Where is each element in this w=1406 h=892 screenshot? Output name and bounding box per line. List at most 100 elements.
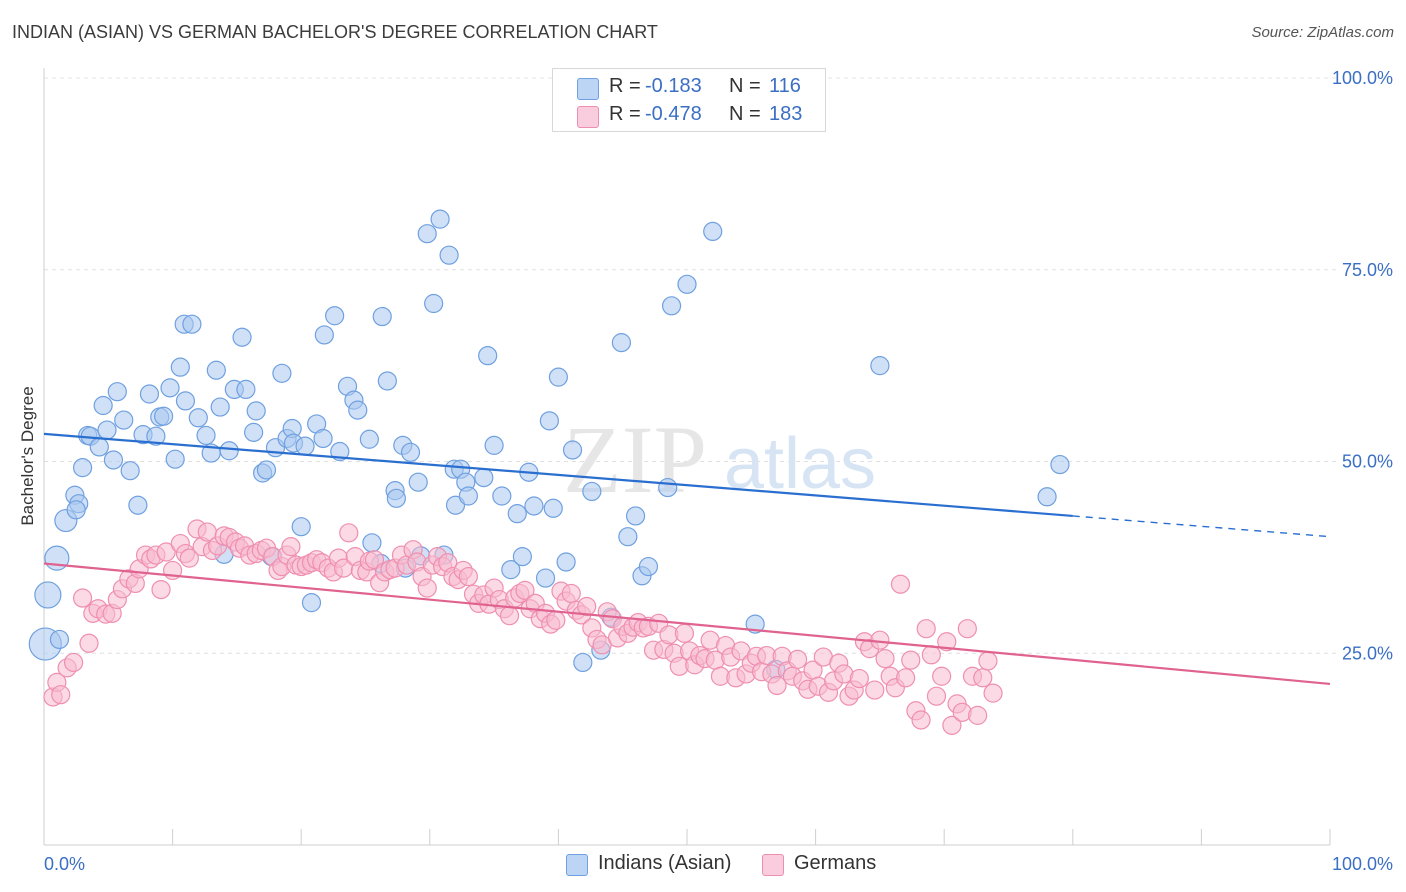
germans-point: [942, 715, 962, 735]
indians-point: [114, 410, 134, 430]
indians-point: [573, 652, 593, 673]
indians-point: [661, 296, 682, 316]
indians-point: [512, 547, 532, 567]
indians-point: [492, 486, 512, 506]
x-tick-label: 0.0%: [44, 854, 85, 874]
indians-point: [246, 401, 266, 421]
germans-point: [767, 675, 787, 696]
germans-point: [787, 649, 808, 669]
germans-trend-line: [43, 562, 1331, 686]
indians-point: [170, 357, 190, 377]
indians-point: [107, 382, 127, 402]
chart-title: INDIAN (ASIAN) VS GERMAN BACHELOR'S DEGR…: [12, 22, 658, 42]
indians-point: [408, 472, 428, 492]
indians-point: [507, 504, 527, 524]
indians-point: [372, 306, 392, 327]
indians-point: [160, 378, 180, 398]
indians-point: [474, 468, 494, 488]
germans-point: [156, 542, 176, 562]
indians-point: [34, 581, 62, 609]
germans-swatch-icon: [577, 106, 599, 128]
indians-point: [103, 450, 124, 470]
indians-point: [272, 363, 292, 383]
indians-swatch-icon: [577, 78, 599, 100]
indians-point: [244, 422, 264, 442]
germans-point: [577, 596, 597, 617]
n-value: 116: [769, 75, 801, 97]
indians-point: [658, 477, 678, 498]
germans-point: [499, 606, 520, 626]
indians-point: [417, 224, 437, 244]
indians-point: [188, 408, 208, 428]
indians-point: [210, 397, 230, 417]
r-value: -0.478: [645, 103, 702, 125]
indians-point: [548, 367, 569, 387]
germans-point: [151, 579, 171, 600]
r-label: R =: [609, 75, 641, 97]
germans-point: [968, 705, 988, 725]
indians-point: [301, 593, 322, 613]
indians-point: [501, 560, 521, 580]
germans-point: [896, 668, 916, 688]
germans-point: [911, 710, 931, 730]
germans-point: [72, 588, 93, 608]
indians-point: [146, 426, 166, 446]
germans-point: [983, 683, 1003, 703]
y-tick-label: 50.0%: [1342, 452, 1393, 472]
germans-point: [458, 566, 478, 587]
indians-point: [562, 440, 583, 460]
indians-point: [430, 209, 450, 229]
indians-point: [314, 325, 334, 345]
indians-point: [1050, 454, 1070, 475]
indians-point: [206, 360, 226, 380]
germans-point: [515, 580, 535, 600]
germans-point: [952, 702, 972, 722]
germans-point: [957, 619, 977, 639]
indians-point: [120, 461, 140, 481]
indians-point: [232, 327, 252, 347]
source-label: Source: ZipAtlas.com: [1251, 24, 1394, 41]
germans-point: [364, 550, 385, 570]
watermark-atlas: atlas: [724, 424, 876, 504]
germans-point: [417, 578, 437, 598]
germans-point: [890, 574, 911, 594]
indians-point: [524, 496, 544, 516]
germans-point: [849, 668, 869, 689]
indians-point: [424, 293, 444, 314]
indians-point: [618, 527, 638, 547]
legend-label-germans: Germans: [794, 852, 877, 874]
indians-point: [295, 436, 315, 456]
germans-point: [932, 666, 952, 686]
germans-point: [339, 523, 359, 543]
indians-point: [72, 458, 93, 478]
indians-point: [219, 441, 239, 461]
indians-legend-swatch-icon: [566, 854, 588, 876]
germans-point: [51, 685, 71, 705]
indians-point: [386, 488, 406, 508]
indians-point: [478, 346, 498, 366]
indians-point: [377, 371, 397, 391]
stats-row-indians: R = -0.183 N = 116: [553, 75, 825, 103]
germans-point: [179, 548, 199, 568]
indians-point: [196, 425, 216, 446]
germans-point: [674, 623, 695, 643]
indians-point: [93, 395, 113, 416]
indians-point: [611, 333, 632, 353]
stats-legend: R = -0.183 N = 116 R = -0.478 N = 183: [552, 68, 826, 132]
indians-point: [535, 568, 556, 588]
x-tick-label: 100.0%: [1332, 854, 1393, 874]
germans-point: [978, 651, 998, 671]
r-label: R =: [609, 103, 641, 125]
n-label: N =: [729, 75, 761, 97]
indians-point: [313, 428, 333, 449]
indians-point: [165, 449, 185, 469]
indians-point: [677, 274, 697, 294]
n-value: 183: [769, 103, 803, 125]
indians-point: [638, 556, 659, 577]
indians-point: [325, 306, 345, 326]
indians-point: [870, 356, 890, 376]
germans-point: [921, 645, 941, 665]
indians-point: [291, 517, 311, 537]
indians-point: [175, 391, 196, 411]
